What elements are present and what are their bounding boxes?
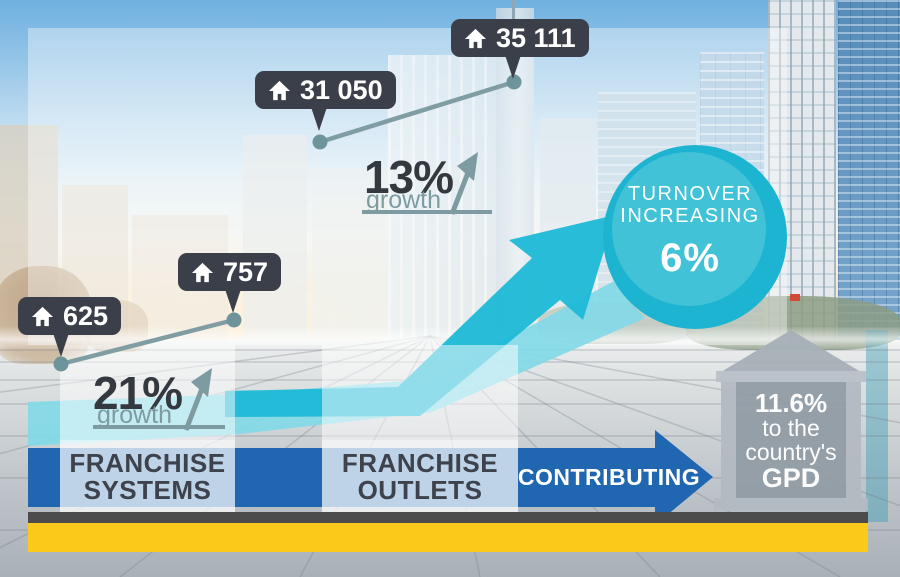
growth-up-arrow (449, 152, 478, 215)
turnover-value: 6% (660, 236, 720, 280)
badge-value: 757 (223, 256, 269, 287)
badge-value: 625 (63, 300, 109, 331)
contributing-arrow-head (655, 430, 713, 525)
badge-outlets-end: 35 111 (451, 19, 589, 57)
badge-tail (225, 289, 241, 313)
badge-tail (505, 55, 521, 79)
outlets-line2: OUTLETS (357, 475, 483, 505)
gdp-text-block: 11.6% to the country's GPD (736, 382, 846, 500)
outlets-line1: FRANCHISE (341, 448, 499, 478)
systems-line2: SYSTEMS (83, 475, 212, 505)
gdp-percent: 11.6% (754, 388, 828, 418)
home-up-icon (31, 306, 54, 326)
systems-growth-word: growth (97, 401, 173, 429)
dark-footer-strip (28, 512, 868, 523)
building-right-3 (838, 0, 900, 354)
franchise-systems-label: FRANCHISE SYSTEMS (60, 450, 235, 504)
growth-underline (362, 210, 492, 214)
contributing-label: CONTRIBUTING (517, 464, 701, 490)
translucent-column-outlets (322, 345, 518, 513)
badge-tail (311, 107, 327, 131)
house-entablature (716, 371, 866, 382)
outlets-growth-word: growth (366, 186, 442, 214)
gdp-line2: to the (762, 415, 820, 441)
gdp-house: 11.6% to the country's GPD (712, 330, 870, 515)
house-pillar-right (846, 382, 861, 500)
home-up-icon (191, 262, 214, 282)
home-up-icon (464, 28, 487, 48)
turnover-line1: TURNOVER (627, 183, 753, 205)
turnover-circle-inner (612, 152, 766, 306)
outlets-panel-highlight (322, 440, 518, 513)
systems-line1: FRANCHISE (69, 448, 226, 478)
house-pedestal (714, 498, 868, 511)
systems-growth-percent: 21% (93, 367, 183, 419)
red-flag (790, 294, 800, 301)
turnover-circle-text: TURNOVER INCREASING 6% (595, 183, 785, 281)
tower-antenna (512, 0, 515, 30)
badge-value: 35 111 (496, 22, 576, 53)
badge-outlets-start: 31 050 (255, 71, 396, 109)
yellow-footer-strip (28, 523, 868, 552)
growth-up-arrow (183, 368, 212, 431)
systems-panel-highlight (60, 440, 235, 513)
badge-systems-end: 757 (178, 253, 282, 291)
house-pillar-left (721, 382, 736, 500)
outlets-growth-percent: 13% (364, 151, 454, 203)
badge-systems-start: 625 (18, 297, 122, 335)
badge-value: 31 050 (300, 74, 383, 105)
gdp-line4: GPD (761, 463, 821, 493)
turnover-line2: INCREASING (620, 205, 760, 227)
glass-wall-reflection (866, 330, 888, 522)
growth-underline (93, 425, 225, 429)
house-roof (721, 330, 861, 372)
badge-tail (53, 333, 69, 357)
home-up-icon (268, 80, 291, 100)
building-mid-2 (312, 168, 390, 348)
gdp-line3: country's (745, 439, 837, 465)
building-mid-1 (243, 135, 307, 347)
franchise-outlets-label: FRANCHISE OUTLETS (322, 450, 518, 504)
building-right-2 (768, 0, 836, 352)
